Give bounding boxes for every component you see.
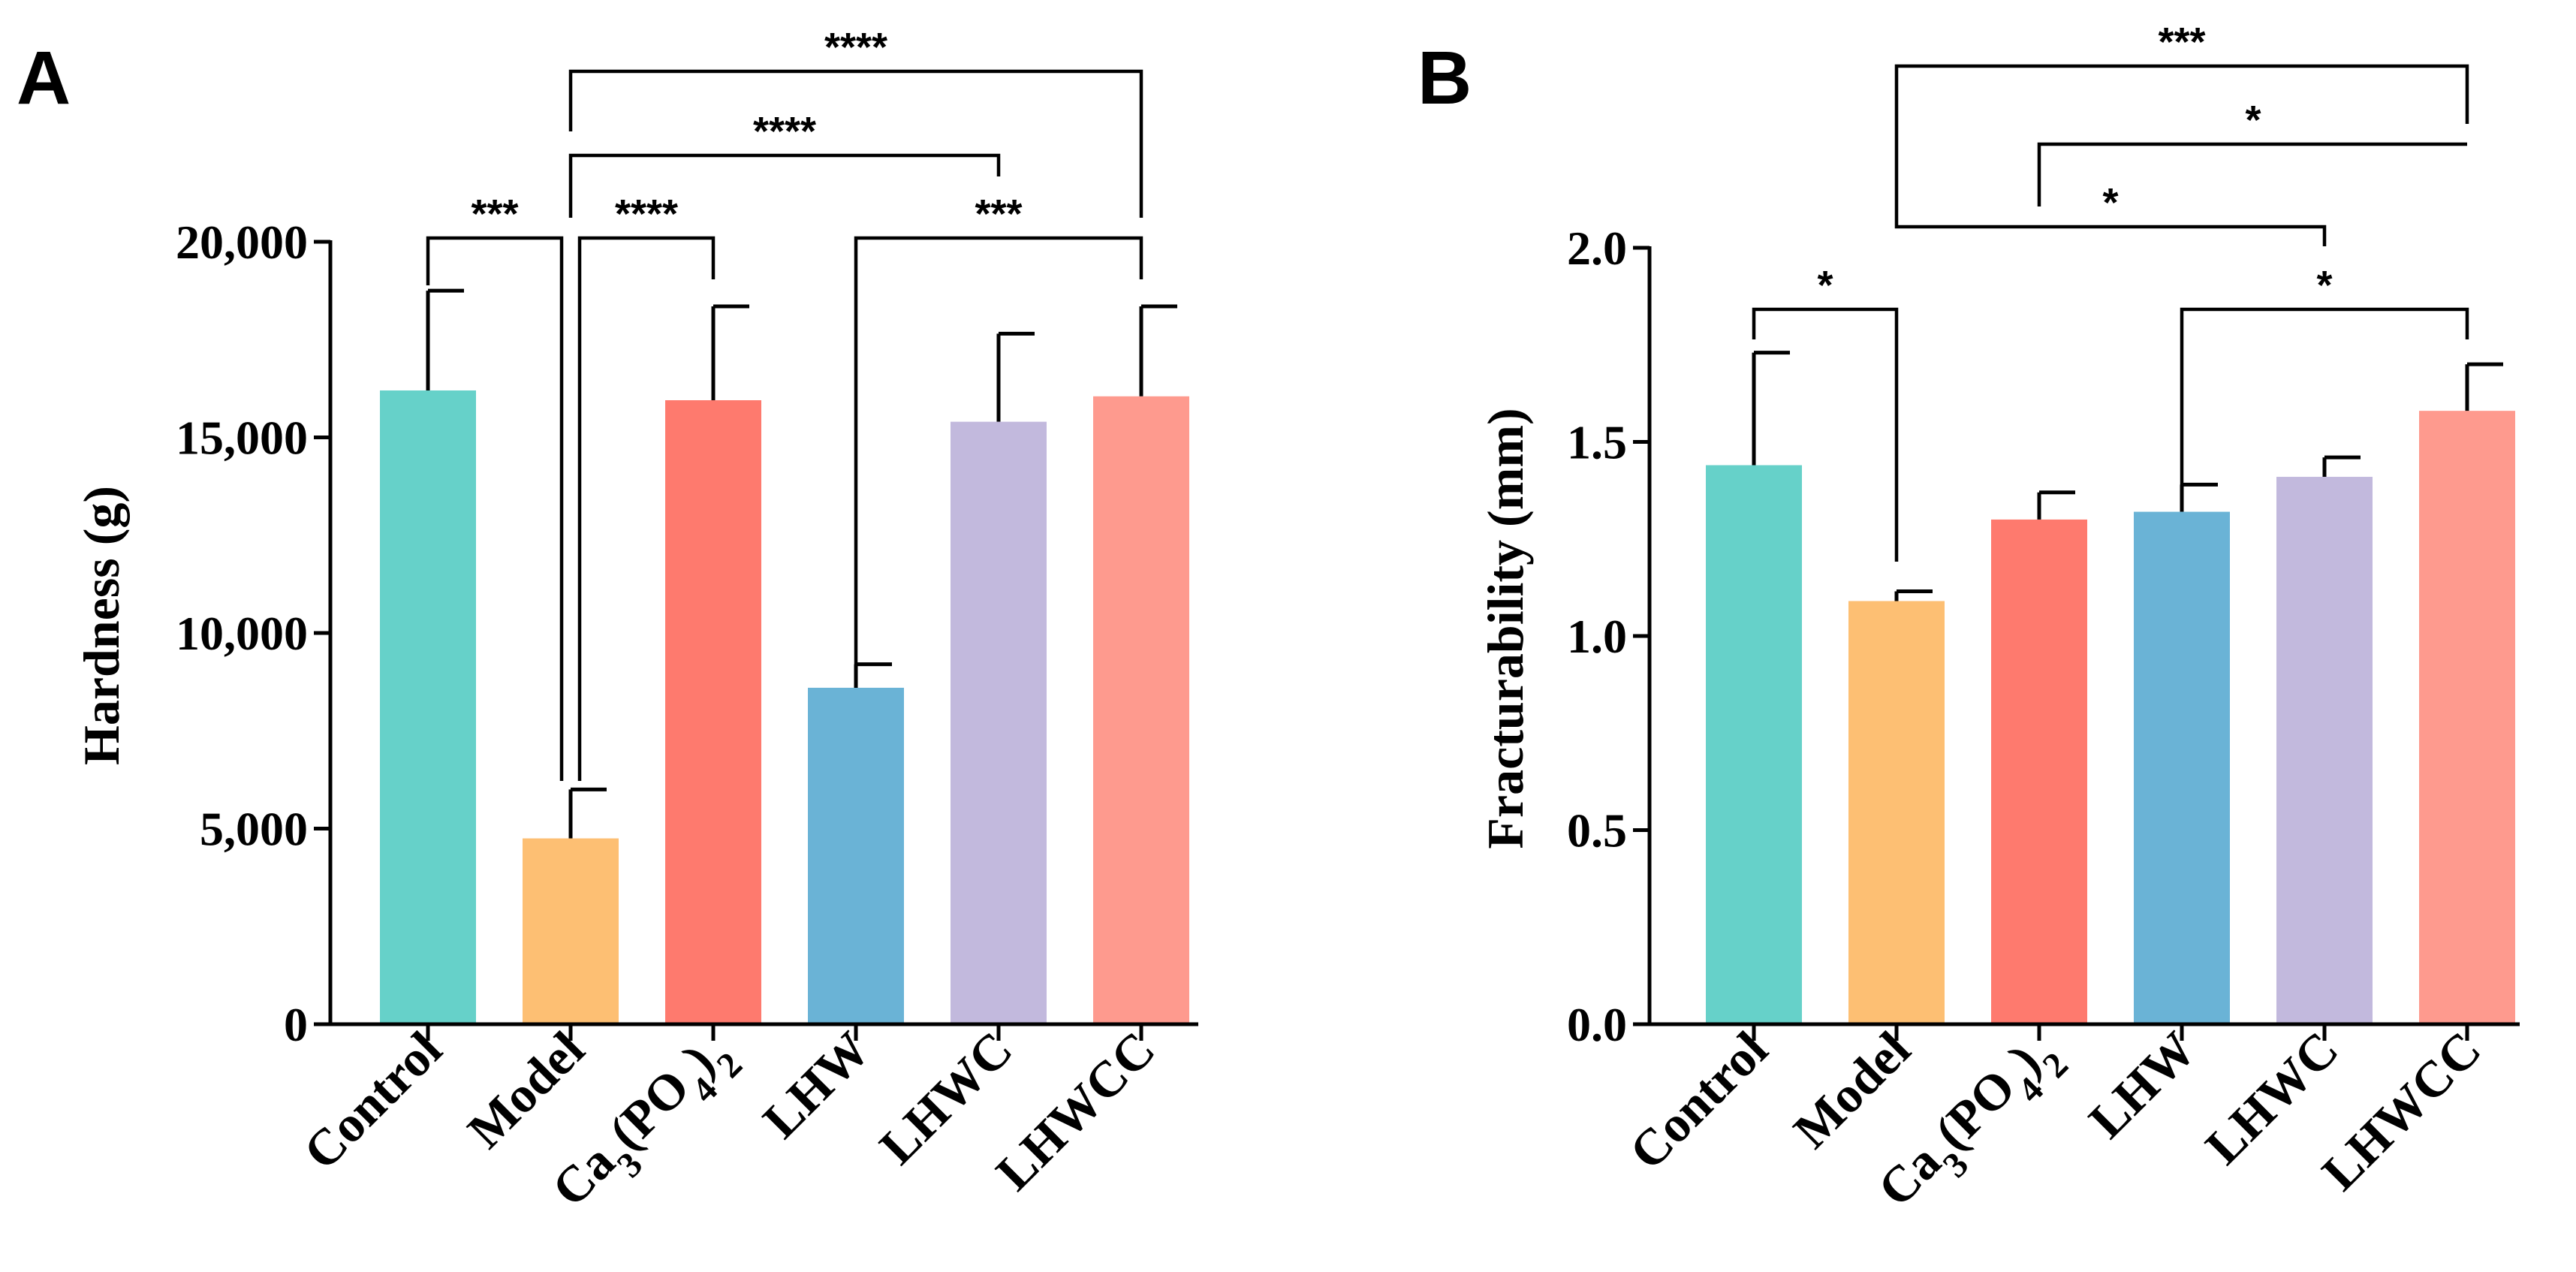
- significance-bracket: [426, 236, 564, 781]
- bar-model: [1848, 601, 1945, 1024]
- bar-control: [380, 390, 476, 1024]
- panel-letter: A: [17, 36, 71, 120]
- significance-bracket: [568, 153, 1001, 218]
- significance-label: ***: [471, 191, 518, 237]
- x-tick-label: LHWCC: [2311, 1020, 2492, 1201]
- significance-label: *: [2316, 263, 2332, 308]
- significance-bracket: [1894, 206, 2327, 246]
- error-bar: [711, 304, 749, 401]
- error-bar: [568, 787, 607, 839]
- y-tick-label: 5,000: [200, 803, 308, 856]
- significance-bracket: [2180, 307, 2469, 487]
- error-bar: [2180, 482, 2218, 512]
- x-tick-label: Ca3(PO4)2: [1866, 1020, 2075, 1229]
- significance-label: *: [1817, 263, 1833, 308]
- significance-bracket: [1752, 307, 1899, 562]
- y-tick-label: 15,000: [176, 411, 308, 465]
- bar-lhw: [2134, 511, 2230, 1024]
- y-tick-label: 1.0: [1567, 610, 1627, 663]
- error-bar: [854, 662, 892, 688]
- error-bar: [426, 288, 464, 390]
- x-tick-label: LHWCC: [985, 1020, 1166, 1201]
- error-bar: [1894, 589, 1933, 601]
- bar-lhwc: [2276, 477, 2373, 1024]
- x-tick-label: Model: [456, 1020, 595, 1159]
- y-axis-title: Fracturability (mm): [1477, 408, 1534, 849]
- bar-ca3-po4-2: [1991, 519, 2087, 1024]
- significance-bracket: [2037, 142, 2467, 206]
- error-bar: [2037, 490, 2075, 520]
- error-bar: [996, 331, 1035, 422]
- panel-letter: B: [1418, 36, 1472, 120]
- bar-lhw: [808, 687, 904, 1024]
- y-tick-label: 0.0: [1567, 998, 1627, 1051]
- error-bar: [2465, 362, 2503, 411]
- y-tick-label: 1.5: [1567, 416, 1627, 469]
- significance-bracket: [568, 69, 1143, 218]
- bar-lhwcc: [1093, 396, 1189, 1024]
- y-tick-label: 0: [284, 998, 308, 1051]
- y-tick-label: 10,000: [176, 607, 308, 660]
- significance-bracket: [854, 236, 1143, 665]
- y-tick-label: 0.5: [1567, 804, 1627, 858]
- bar-control: [1706, 465, 1802, 1024]
- error-bar: [1139, 304, 1177, 396]
- x-tick-label: Control: [292, 1020, 452, 1180]
- x-tick-label: Control: [1618, 1020, 1778, 1180]
- significance-label: ****: [824, 25, 887, 70]
- x-tick-label: LHW: [752, 1020, 880, 1149]
- y-axis-title: Hardness (g): [73, 486, 130, 765]
- error-bar: [1752, 351, 1790, 466]
- significance-bracket: [577, 236, 716, 781]
- significance-label: *: [2245, 98, 2261, 143]
- bar-lhwc: [951, 421, 1047, 1024]
- bar-ca3-po4-2: [665, 400, 761, 1024]
- y-tick-label: 2.0: [1567, 222, 1627, 275]
- x-tick-label: Model: [1782, 1020, 1921, 1159]
- bar-lhwcc: [2419, 411, 2515, 1024]
- bar-model: [523, 838, 619, 1024]
- significance-label: ****: [753, 109, 816, 154]
- x-tick-label: LHW: [2077, 1020, 2206, 1149]
- significance-label: *: [2102, 180, 2118, 225]
- y-tick-label: 20,000: [176, 216, 308, 269]
- significance-bracket: [1894, 64, 2469, 206]
- significance-label: ****: [615, 191, 678, 237]
- error-bar: [2322, 455, 2361, 478]
- significance-label: ***: [2158, 20, 2205, 65]
- significance-label: ***: [975, 191, 1022, 237]
